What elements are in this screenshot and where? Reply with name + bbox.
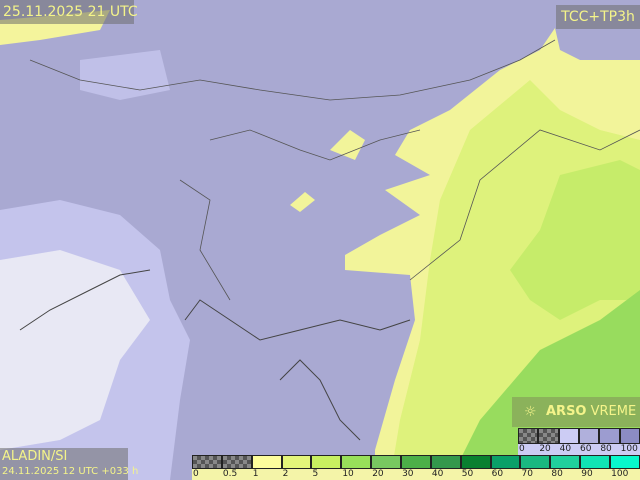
legend-swatch bbox=[610, 455, 640, 469]
legend-swatch bbox=[520, 455, 551, 469]
legend-tick: 80 bbox=[600, 444, 612, 454]
legend-tick: 20 bbox=[539, 444, 551, 454]
legend-tick: 1 bbox=[252, 469, 259, 479]
cloud-patch bbox=[80, 50, 170, 100]
legend-tick: 60 bbox=[491, 469, 504, 479]
model-name: ALADIN/SI bbox=[2, 449, 68, 464]
border bbox=[29, 39, 640, 301]
legend-swatch bbox=[558, 428, 579, 444]
precip-patch bbox=[290, 130, 365, 212]
arso-logo: ☼ ARSO VREME bbox=[512, 397, 640, 427]
sun-cloud-icon: ☼ bbox=[524, 404, 537, 420]
legend-swatch bbox=[578, 428, 600, 444]
legend-tick: 100 bbox=[620, 444, 638, 454]
legend-swatch bbox=[281, 455, 312, 469]
legend-swatch bbox=[371, 455, 402, 469]
legend-tick: 60 bbox=[580, 444, 592, 454]
valid-time-label: 25.11.2025 21 UTC bbox=[0, 0, 138, 24]
legend-swatch bbox=[619, 428, 640, 444]
legend-tick: 40 bbox=[559, 444, 572, 454]
model-run: 24.11.2025 12 UTC +033 h bbox=[2, 466, 139, 477]
legend-swatch bbox=[341, 455, 372, 469]
clear-sky-area bbox=[0, 250, 150, 450]
legend-swatch bbox=[430, 455, 461, 469]
precipitation-legend: 0 0.5 1 2 5 10 20 30 40 50 60 70 80 90 100 bbox=[192, 455, 640, 480]
legend-swatch bbox=[490, 455, 521, 469]
legend-tick: 30 bbox=[402, 469, 414, 479]
legend-swatch bbox=[460, 455, 491, 469]
legend-tick: 0 bbox=[193, 469, 199, 479]
legend-swatch bbox=[221, 455, 252, 469]
product-label: TCC+TP3h bbox=[556, 5, 640, 29]
legend-tick: 80 bbox=[551, 469, 563, 479]
legend-swatch bbox=[550, 455, 581, 469]
legend-swatch bbox=[401, 455, 431, 469]
legend-tick: 10 bbox=[342, 469, 354, 479]
legend-tick: 70 bbox=[521, 469, 533, 479]
legend-tick: 2 bbox=[282, 469, 289, 479]
legend-swatch bbox=[518, 428, 539, 444]
legend-swatch bbox=[580, 455, 611, 469]
brand-bold: ARSO bbox=[546, 404, 587, 419]
legend-tick: 90 bbox=[581, 469, 593, 479]
legend-swatch bbox=[311, 455, 342, 469]
legend-swatch bbox=[538, 428, 559, 444]
legend-swatch bbox=[599, 428, 620, 444]
legend-tick: 100 bbox=[611, 469, 629, 479]
legend-tick: 0 bbox=[519, 444, 525, 454]
legend-swatch bbox=[251, 455, 282, 469]
legend-swatch bbox=[192, 455, 222, 469]
brand-rest: VREME bbox=[586, 404, 637, 419]
coastline bbox=[19, 269, 411, 441]
legend-tick: 5 bbox=[312, 469, 319, 479]
legend-tick: 0.5 bbox=[222, 469, 238, 479]
legend-tick: 50 bbox=[461, 469, 474, 479]
legend-tick: 40 bbox=[431, 469, 444, 479]
precip-green bbox=[510, 160, 640, 320]
cloud-cover-legend: 0 20 40 60 80 100 bbox=[518, 428, 640, 456]
model-info: ALADIN/SI 24.11.2025 12 UTC +033 h bbox=[0, 448, 139, 480]
legend-tick: 20 bbox=[372, 469, 384, 479]
